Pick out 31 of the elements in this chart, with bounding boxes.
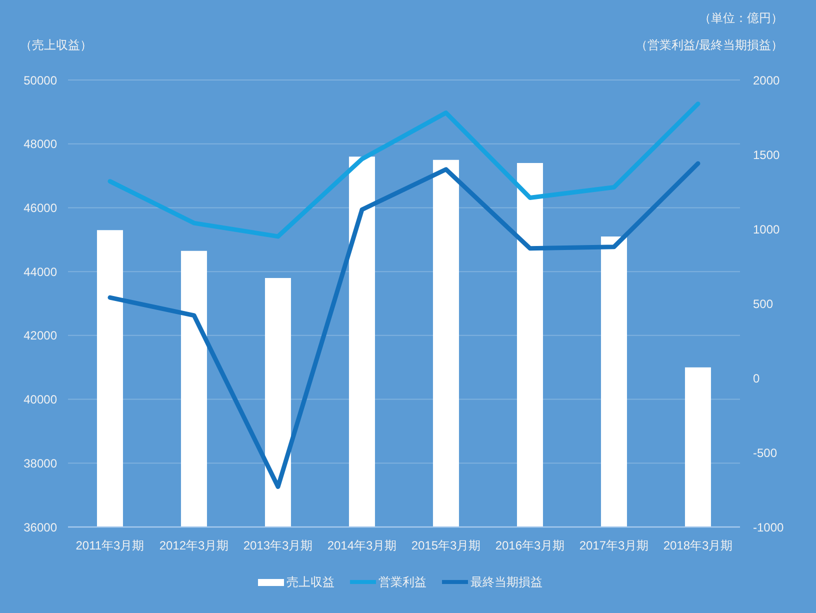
y-tick-label: 42000: [24, 328, 58, 343]
y2-tick-label: -500: [753, 446, 778, 460]
y-tick-label: 38000: [24, 456, 58, 470]
y2-tick-label: 1500: [753, 148, 780, 162]
x-tick-label: 2012年3月期: [159, 538, 229, 553]
line-series: [108, 161, 700, 490]
y-tick-label: 40000: [24, 392, 58, 407]
x-tick-label: 2014年3月期: [327, 538, 397, 553]
legend-label: 最終当期損益: [470, 574, 542, 590]
y2-tick-label: 1000: [753, 222, 780, 236]
x-tick-label: 2015年3月期: [411, 538, 481, 553]
y-tick-label: 48000: [24, 137, 58, 152]
y-tick-label: 36000: [24, 520, 58, 534]
y-tick-label: 44000: [24, 264, 58, 279]
x-tick-label: 2013年3月期: [243, 538, 313, 553]
legend-label: 売上収益: [286, 574, 334, 590]
y2-tick-label: 500: [753, 296, 774, 311]
x-tick-label: 2016年3月期: [495, 538, 565, 553]
y-tick-label: 50000: [24, 73, 58, 88]
y2-tick-label: 0: [753, 371, 760, 386]
line-series: [108, 102, 700, 239]
x-tick-label: 2018年3月期: [663, 538, 733, 553]
x-tick-label: 2011年3月期: [76, 538, 144, 553]
text: （単位：億円）: [699, 10, 783, 27]
y2-tick-label: -1000: [753, 520, 784, 534]
legend-label: 営業利益: [378, 574, 426, 590]
y2-axis-title: （営業利益/最終当期損益）: [636, 37, 783, 54]
y-tick-label: 46000: [24, 200, 58, 215]
y-axis-title: （売上収益）: [20, 37, 92, 54]
x-tick-label: 2017年3月期: [579, 538, 649, 553]
y2-tick-label: 2000: [753, 73, 780, 88]
